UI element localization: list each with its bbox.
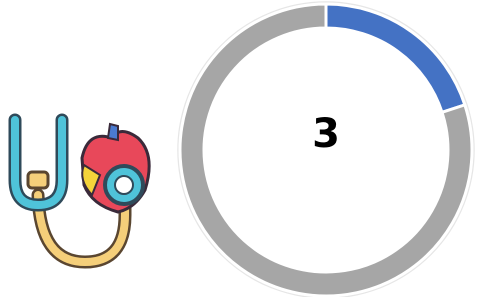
page: {"chart_data": {"type": "donut", "center… — [0, 0, 487, 297]
center-label: 3 — [312, 111, 340, 157]
screen: 3 — [0, 0, 487, 297]
stethoscope-icon — [15, 120, 149, 262]
donut-segment — [326, 4, 465, 112]
